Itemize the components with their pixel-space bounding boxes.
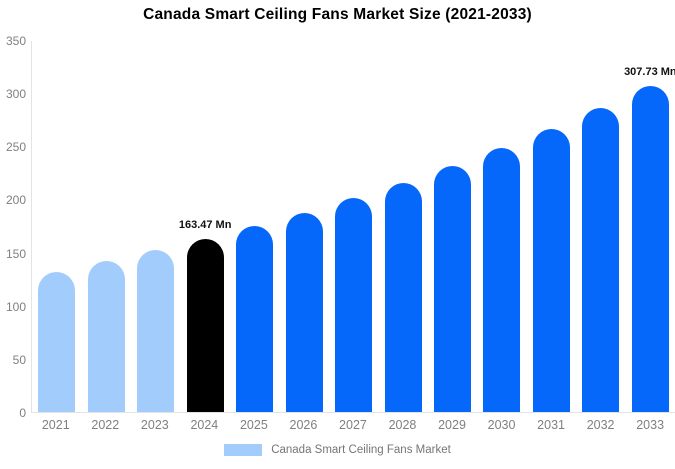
x-label-2030: 2030	[487, 418, 516, 432]
x-label-2026: 2026	[289, 418, 318, 432]
x-label-2033: 2033	[636, 418, 665, 432]
bar-slot-2022	[81, 41, 130, 412]
bar-slot-2029	[428, 41, 477, 412]
bar-slot-2021	[32, 41, 81, 412]
legend-swatch	[224, 444, 263, 456]
bar-2024: 163.47 Mn	[179, 219, 231, 412]
bar-slot-2031	[527, 41, 576, 412]
bar-slot-2028	[378, 41, 427, 412]
x-label-2028: 2028	[388, 418, 417, 432]
y-tick-200: 200	[5, 193, 26, 208]
data-label-2033: 307.73 Mn	[624, 65, 675, 78]
bar-2029	[433, 165, 471, 412]
y-tick-0: 0	[19, 406, 26, 420]
bar-2028	[384, 182, 422, 412]
bar-2031	[532, 128, 570, 412]
legend: Canada Smart Ceiling Fans Market	[0, 444, 675, 456]
bar-2027	[335, 198, 373, 412]
x-label-2022: 2022	[91, 418, 120, 432]
bar-slot-2033: 307.73 Mn	[624, 41, 675, 412]
x-label-2021: 2021	[41, 418, 70, 432]
x-label-2025: 2025	[239, 418, 268, 432]
y-tick-300: 300	[5, 87, 26, 102]
bar-2032	[582, 108, 620, 412]
x-label-2032: 2032	[586, 418, 615, 432]
bar-slot-2027	[329, 41, 378, 412]
x-label-2031: 2031	[537, 418, 565, 432]
bar-slot-2026	[279, 41, 328, 412]
x-label-2027: 2027	[339, 418, 367, 432]
chart-title: Canada Smart Ceiling Fans Market Size (2…	[143, 6, 532, 23]
bar-2030	[483, 147, 521, 412]
y-tick-350: 350	[5, 34, 26, 48]
bar-slot-2032	[576, 41, 625, 412]
y-axis: 0 50 100 150 200 250 300 350	[0, 34, 26, 420]
y-tick-250: 250	[5, 140, 26, 155]
bar-2021	[38, 271, 76, 412]
x-axis: 2021 2022 2023 2024 2025 2026 2027 2028 2029 2030…	[31, 418, 675, 434]
bar-slot-2023	[131, 41, 180, 412]
bar-2025	[236, 226, 274, 412]
data-label-2024: 163.47 Mn	[178, 218, 232, 231]
bar-2022	[87, 261, 125, 412]
y-tick-50: 50	[12, 352, 26, 367]
legend-label: Canada Smart Ceiling Fans Market	[271, 444, 451, 456]
bar-2033: 307.73 Mn	[624, 66, 675, 412]
bar-slot-2030	[477, 41, 526, 412]
x-label-2029: 2029	[438, 418, 466, 432]
y-tick-100: 100	[5, 299, 26, 314]
x-label-2024: 2024	[190, 418, 219, 432]
bar-2023	[137, 250, 175, 412]
x-label-2023: 2023	[140, 418, 169, 432]
bar-2026	[285, 212, 323, 412]
bar-slot-2025	[230, 41, 279, 412]
plot-area: 163.47 Mn 307.73 Mn	[31, 41, 675, 413]
y-tick-150: 150	[5, 246, 26, 261]
bar-slot-2024: 163.47 Mn	[179, 41, 231, 412]
